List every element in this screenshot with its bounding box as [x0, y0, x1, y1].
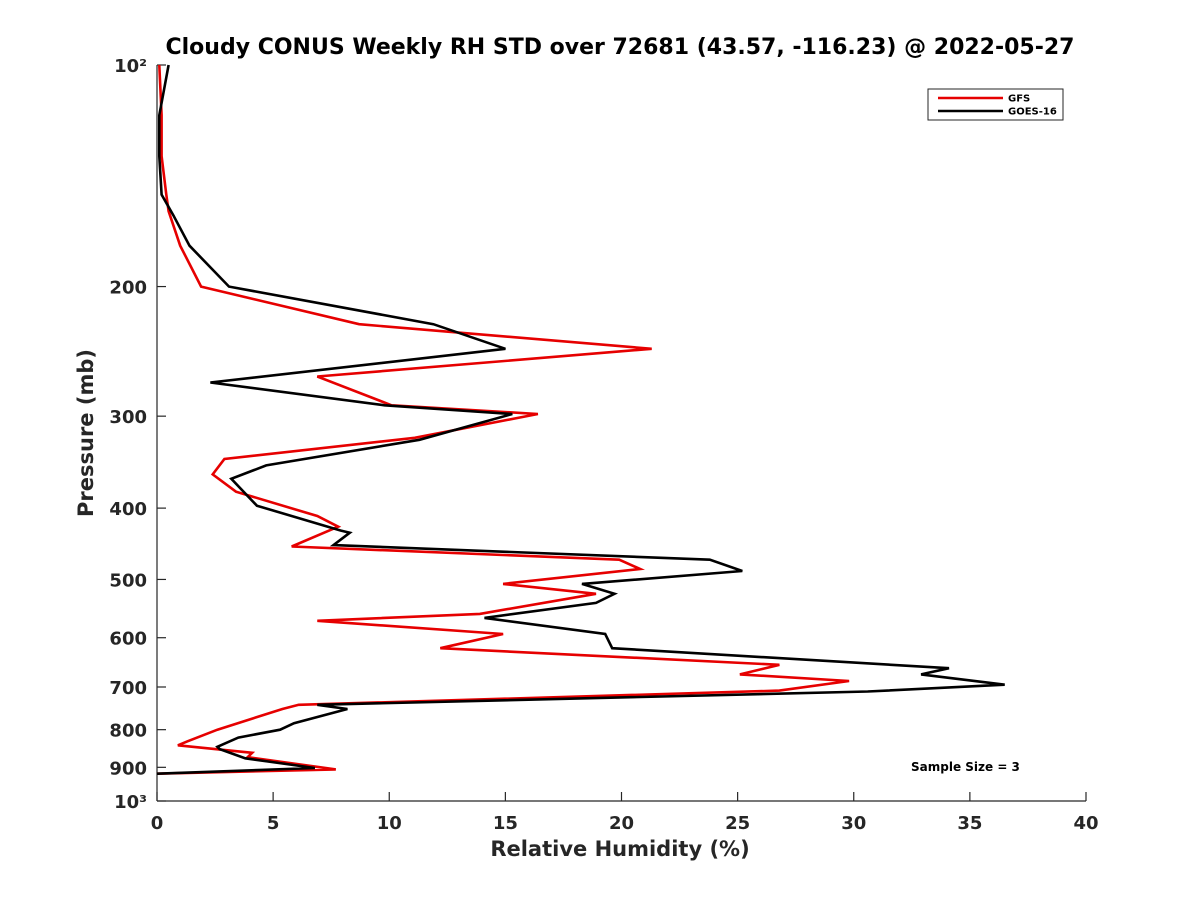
y-tick-label: 900: [109, 758, 147, 779]
x-tick-label: 40: [1073, 813, 1098, 834]
legend-label: GOES-16: [1008, 107, 1057, 118]
sample-size-annotation: Sample Size = 3: [911, 760, 1020, 774]
legend-label: GFS: [1008, 94, 1030, 105]
y-tick-label: 600: [109, 629, 147, 650]
y-axis-label: Pressure (mb): [74, 349, 98, 517]
x-tick-label: 15: [493, 813, 518, 834]
series-line-gfs: [157, 64, 850, 775]
x-tick-label: 30: [841, 813, 866, 834]
series-line-goes-16: [157, 64, 1005, 775]
legend: GFS GOES-16: [927, 88, 1064, 121]
y-tick-label: 300: [109, 407, 147, 428]
chart-title: Cloudy CONUS Weekly RH STD over 72681 (4…: [166, 35, 1075, 60]
legend-items: GFS GOES-16: [938, 94, 1057, 118]
y-tick-label: 400: [109, 499, 147, 520]
y-tick-label: 800: [109, 721, 147, 742]
y-tick-label: 500: [109, 570, 147, 591]
x-axis-label: Relative Humidity (%): [490, 837, 749, 861]
x-tick-label: 0: [151, 813, 164, 834]
y-tick-label: 700: [109, 678, 147, 699]
y-tick-label: 10²: [114, 56, 147, 77]
legend-box: [927, 88, 1064, 121]
y-axis-ticks: 10² 200 300 400 500 600 700 800 900 10³: [109, 56, 166, 813]
x-tick-label: 35: [957, 813, 982, 834]
x-tick-label: 10: [377, 813, 402, 834]
x-tick-label: 25: [725, 813, 750, 834]
y-tick-label: 10³: [114, 792, 147, 813]
x-tick-label: 5: [267, 813, 280, 834]
y-tick-label: 200: [109, 278, 147, 299]
x-tick-label: 20: [609, 813, 634, 834]
x-axis-ticks: 0 5 10 15 20 25 30 35 40: [151, 792, 1099, 834]
series-lines: [157, 64, 1005, 775]
